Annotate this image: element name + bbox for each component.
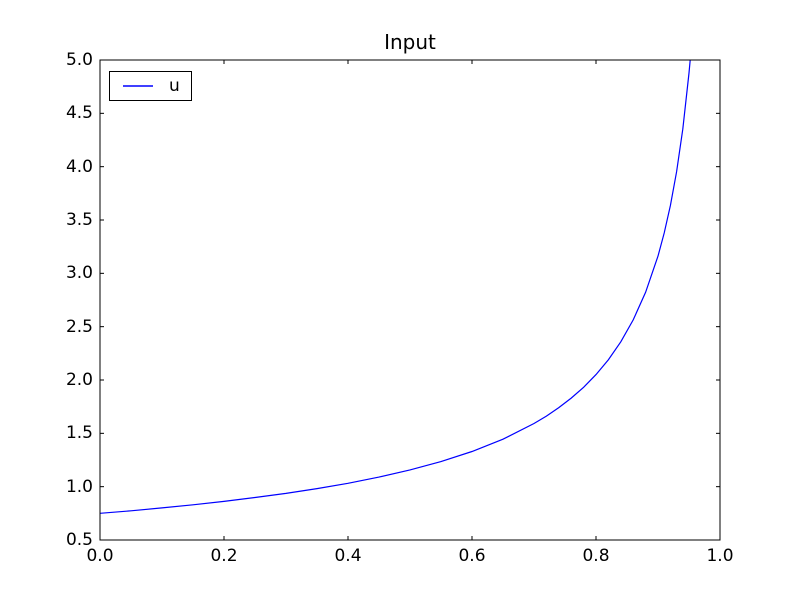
x-tick-label: 0.4 — [334, 546, 362, 566]
axes-frame — [99, 59, 721, 541]
y-tick-label: 5.0 — [65, 50, 93, 70]
y-tick-label: 2.5 — [65, 316, 93, 337]
curve-u — [100, 60, 691, 514]
x-tick-label: 0.8 — [582, 546, 610, 566]
x-tick-label: 0.6 — [458, 546, 486, 566]
x-tick-label: 0.2 — [210, 546, 238, 566]
y-tick-label: 3.0 — [65, 263, 93, 284]
y-tick-label: 1.5 — [65, 423, 93, 444]
y-tick-label: 4.5 — [65, 103, 93, 124]
x-tick-label: 0.0 — [86, 546, 114, 566]
y-tick-label: 3.5 — [65, 210, 93, 230]
legend-line-sample-icon — [123, 85, 153, 87]
y-tick-label: 0.5 — [65, 530, 93, 550]
legend-label: u — [169, 76, 180, 96]
y-tick-label: 4.0 — [65, 156, 93, 177]
legend: u — [109, 71, 192, 101]
x-tick-label: 1.0 — [706, 546, 734, 566]
y-tick-label: 2.0 — [65, 370, 93, 390]
y-tick-label: 1.0 — [65, 476, 93, 497]
chart-title: Input — [384, 30, 436, 54]
